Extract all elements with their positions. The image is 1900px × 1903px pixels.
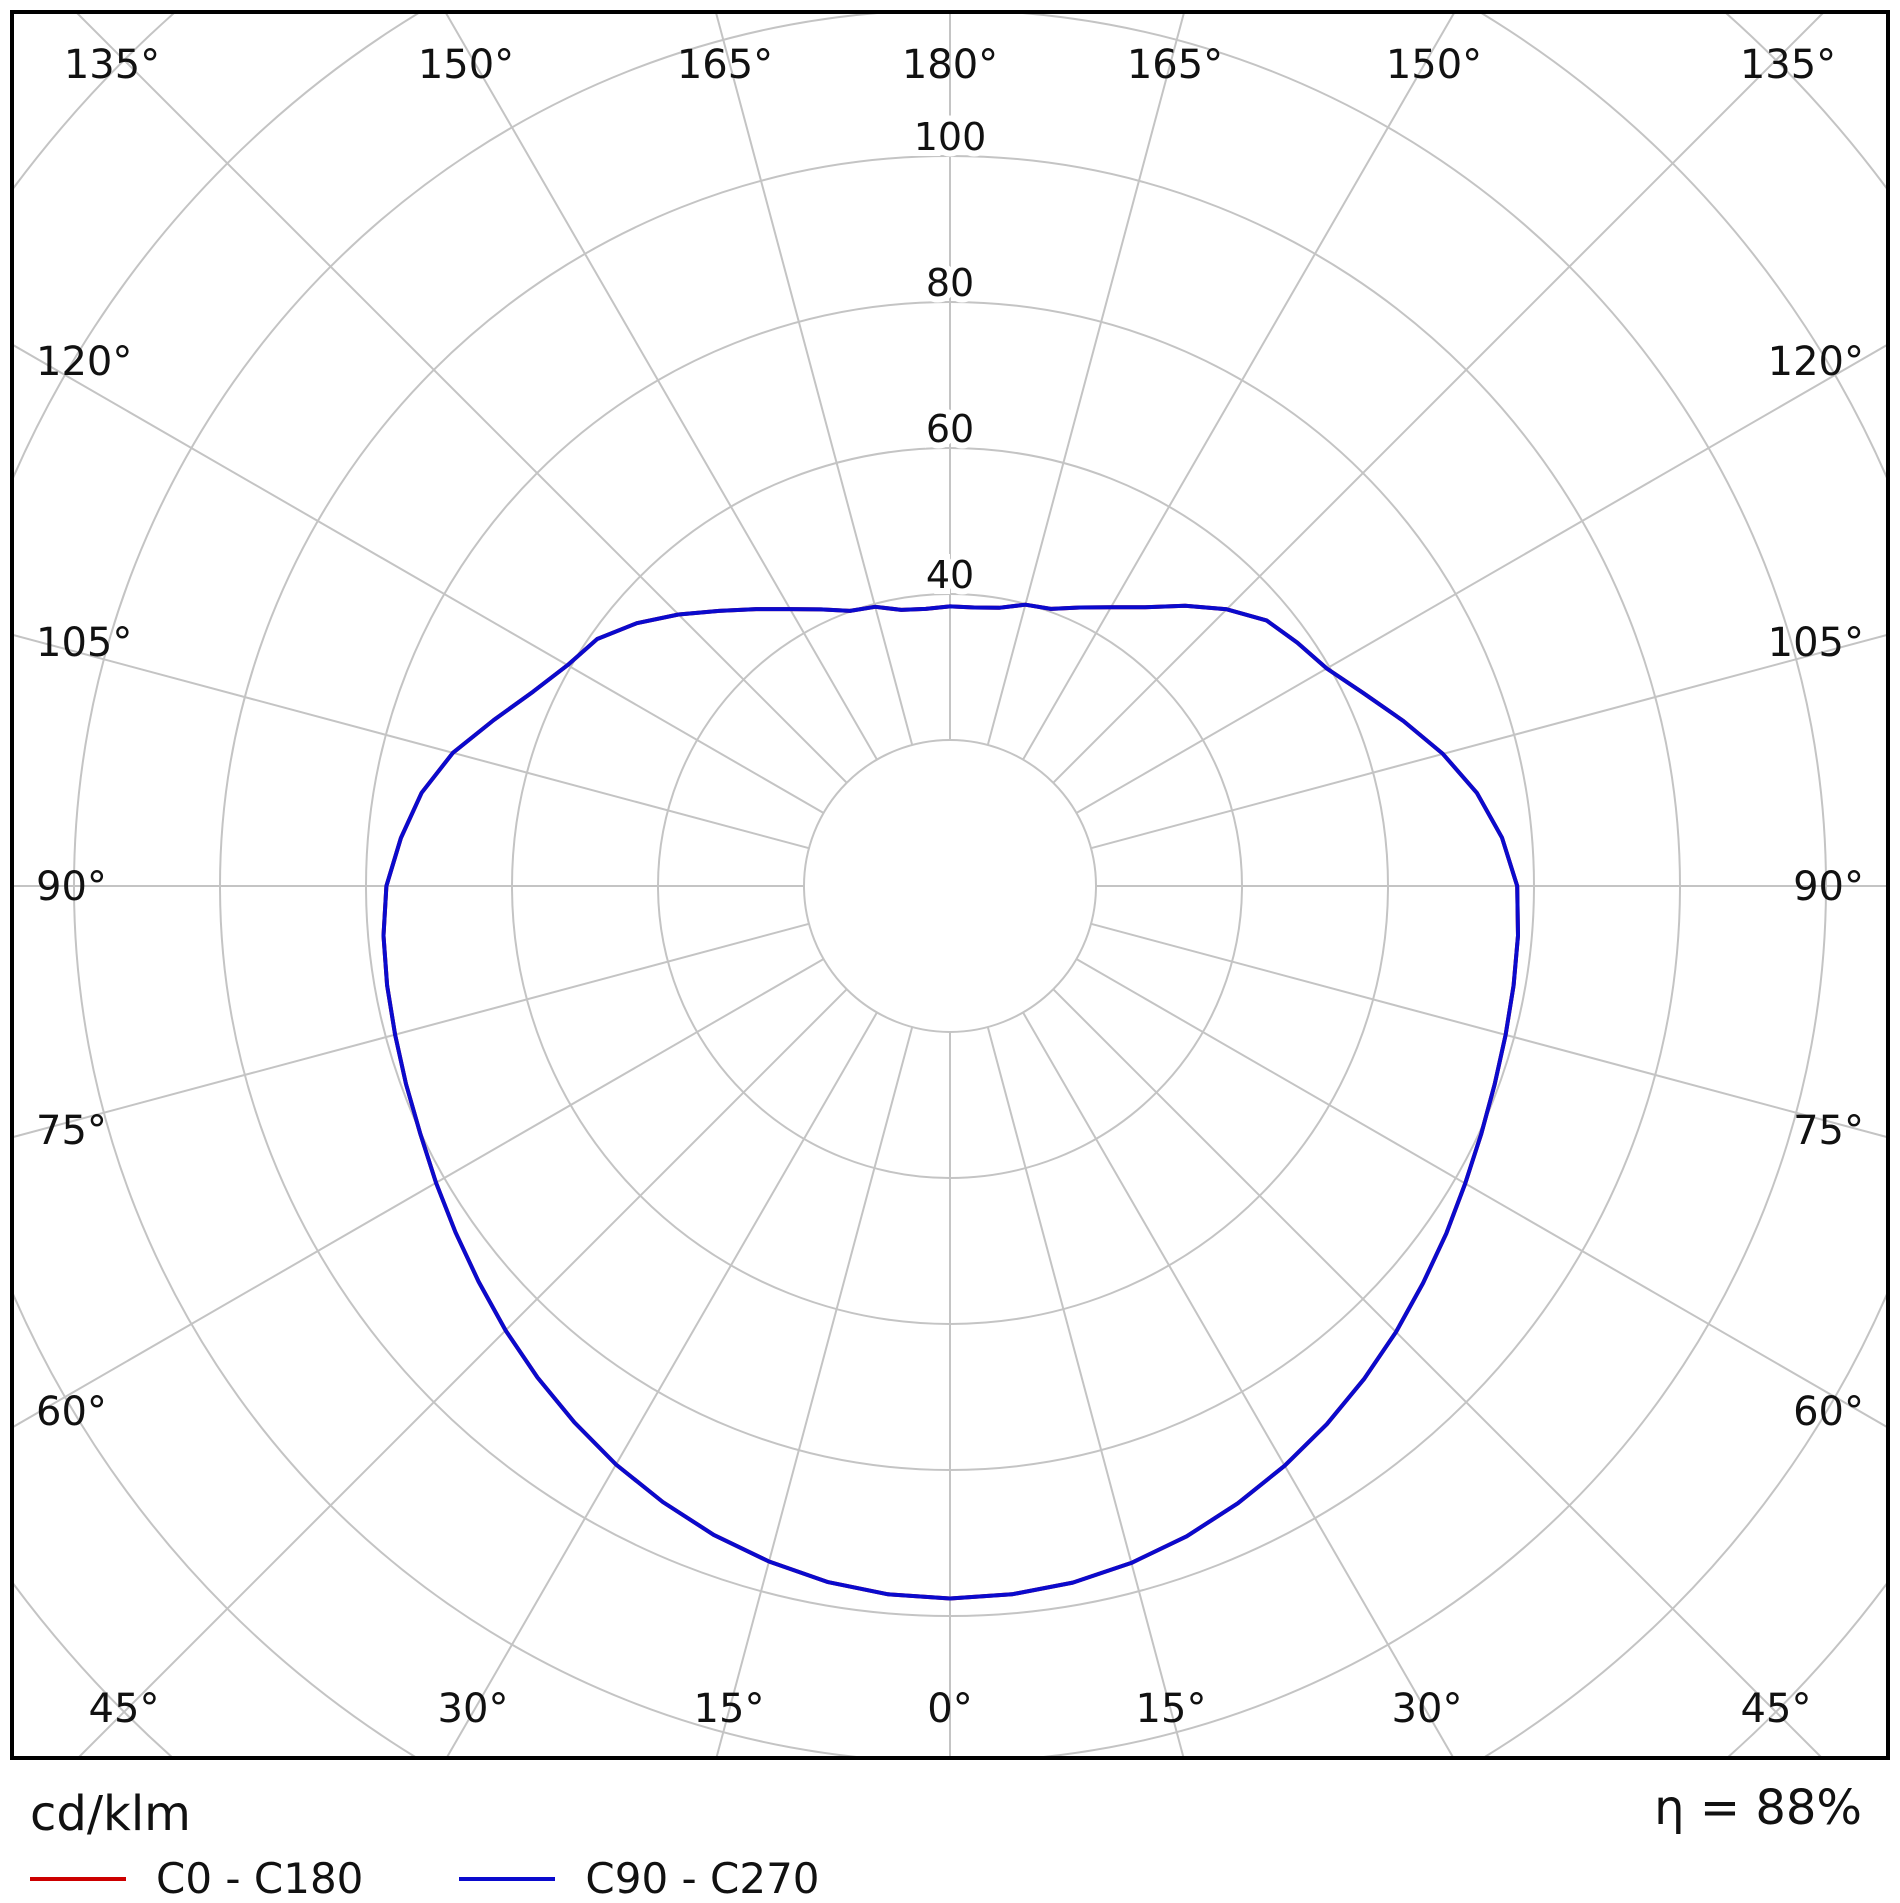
series-C90-C270 xyxy=(381,602,1520,1601)
grid-spoke xyxy=(14,958,825,1428)
efficiency-label: η = 88% xyxy=(1654,1780,1862,1836)
angle-label: 0° xyxy=(927,1686,972,1732)
grid-spoke xyxy=(14,344,825,814)
radial-tick-label: 60 xyxy=(926,407,974,451)
angle-label: 75° xyxy=(1793,1108,1864,1154)
legend-item-c0-c180: C0 - C180 xyxy=(30,1854,363,1903)
grid-spoke xyxy=(715,1026,914,1756)
angle-label: 165° xyxy=(1127,42,1223,88)
grid-spoke xyxy=(446,1011,878,1756)
angle-label: 60° xyxy=(36,1389,107,1435)
grid-spoke xyxy=(1022,14,1455,761)
angle-label: 45° xyxy=(1741,1686,1812,1732)
legend-label-c0-c180: C0 - C180 xyxy=(156,1854,364,1903)
plot-border xyxy=(10,10,1890,1760)
grid-spoke xyxy=(986,14,1185,746)
angle-label: 180° xyxy=(902,42,998,88)
radial-tick-label: 40 xyxy=(926,553,974,597)
angle-label: 75° xyxy=(36,1108,107,1154)
angle-label: 105° xyxy=(1768,620,1864,666)
legend-item-c90-c270: C90 - C270 xyxy=(459,1854,820,1903)
grid-spoke xyxy=(78,988,848,1756)
grid-spoke xyxy=(1075,344,1886,814)
grid-spoke xyxy=(14,922,810,1138)
grid-spoke xyxy=(76,14,848,784)
angle-label: 105° xyxy=(36,620,132,666)
legend-line-red xyxy=(30,1876,126,1881)
grid-spoke xyxy=(1090,922,1886,1138)
grid-spoke xyxy=(14,634,810,850)
angle-label: 45° xyxy=(89,1686,160,1732)
angle-label: 30° xyxy=(438,1686,509,1732)
grid-spoke xyxy=(1022,1011,1454,1756)
grid-spoke xyxy=(715,14,914,746)
grid-spoke xyxy=(1052,14,1824,784)
angle-label: 15° xyxy=(694,1686,765,1732)
angle-label: 165° xyxy=(677,42,773,88)
angle-label: 150° xyxy=(1386,42,1482,88)
angle-label: 60° xyxy=(1793,1389,1864,1435)
radial-tick-label: 80 xyxy=(926,261,974,305)
units-label: cd/klm xyxy=(30,1786,191,1842)
radial-tick-label: 100 xyxy=(914,115,987,159)
angle-label: 120° xyxy=(1768,339,1864,385)
grid-spoke xyxy=(986,1026,1185,1756)
grid-spoke xyxy=(445,14,878,761)
chart-legend: C0 - C180 C90 - C270 xyxy=(30,1854,820,1903)
grid-circle xyxy=(803,739,1097,1033)
angle-label: 135° xyxy=(64,42,160,88)
angle-label: 120° xyxy=(36,339,132,385)
angle-label: 30° xyxy=(1392,1686,1463,1732)
legend-line-blue xyxy=(459,1876,556,1881)
angle-label: 90° xyxy=(1793,864,1864,910)
grid-spoke xyxy=(1075,958,1886,1428)
angle-label: 150° xyxy=(418,42,514,88)
grid-spoke xyxy=(1090,634,1886,850)
grid-spoke xyxy=(1052,988,1822,1756)
angle-label: 15° xyxy=(1136,1686,1207,1732)
angle-label: 90° xyxy=(36,864,107,910)
angle-label: 135° xyxy=(1740,42,1836,88)
legend-label-c90-c270: C90 - C270 xyxy=(585,1854,820,1903)
